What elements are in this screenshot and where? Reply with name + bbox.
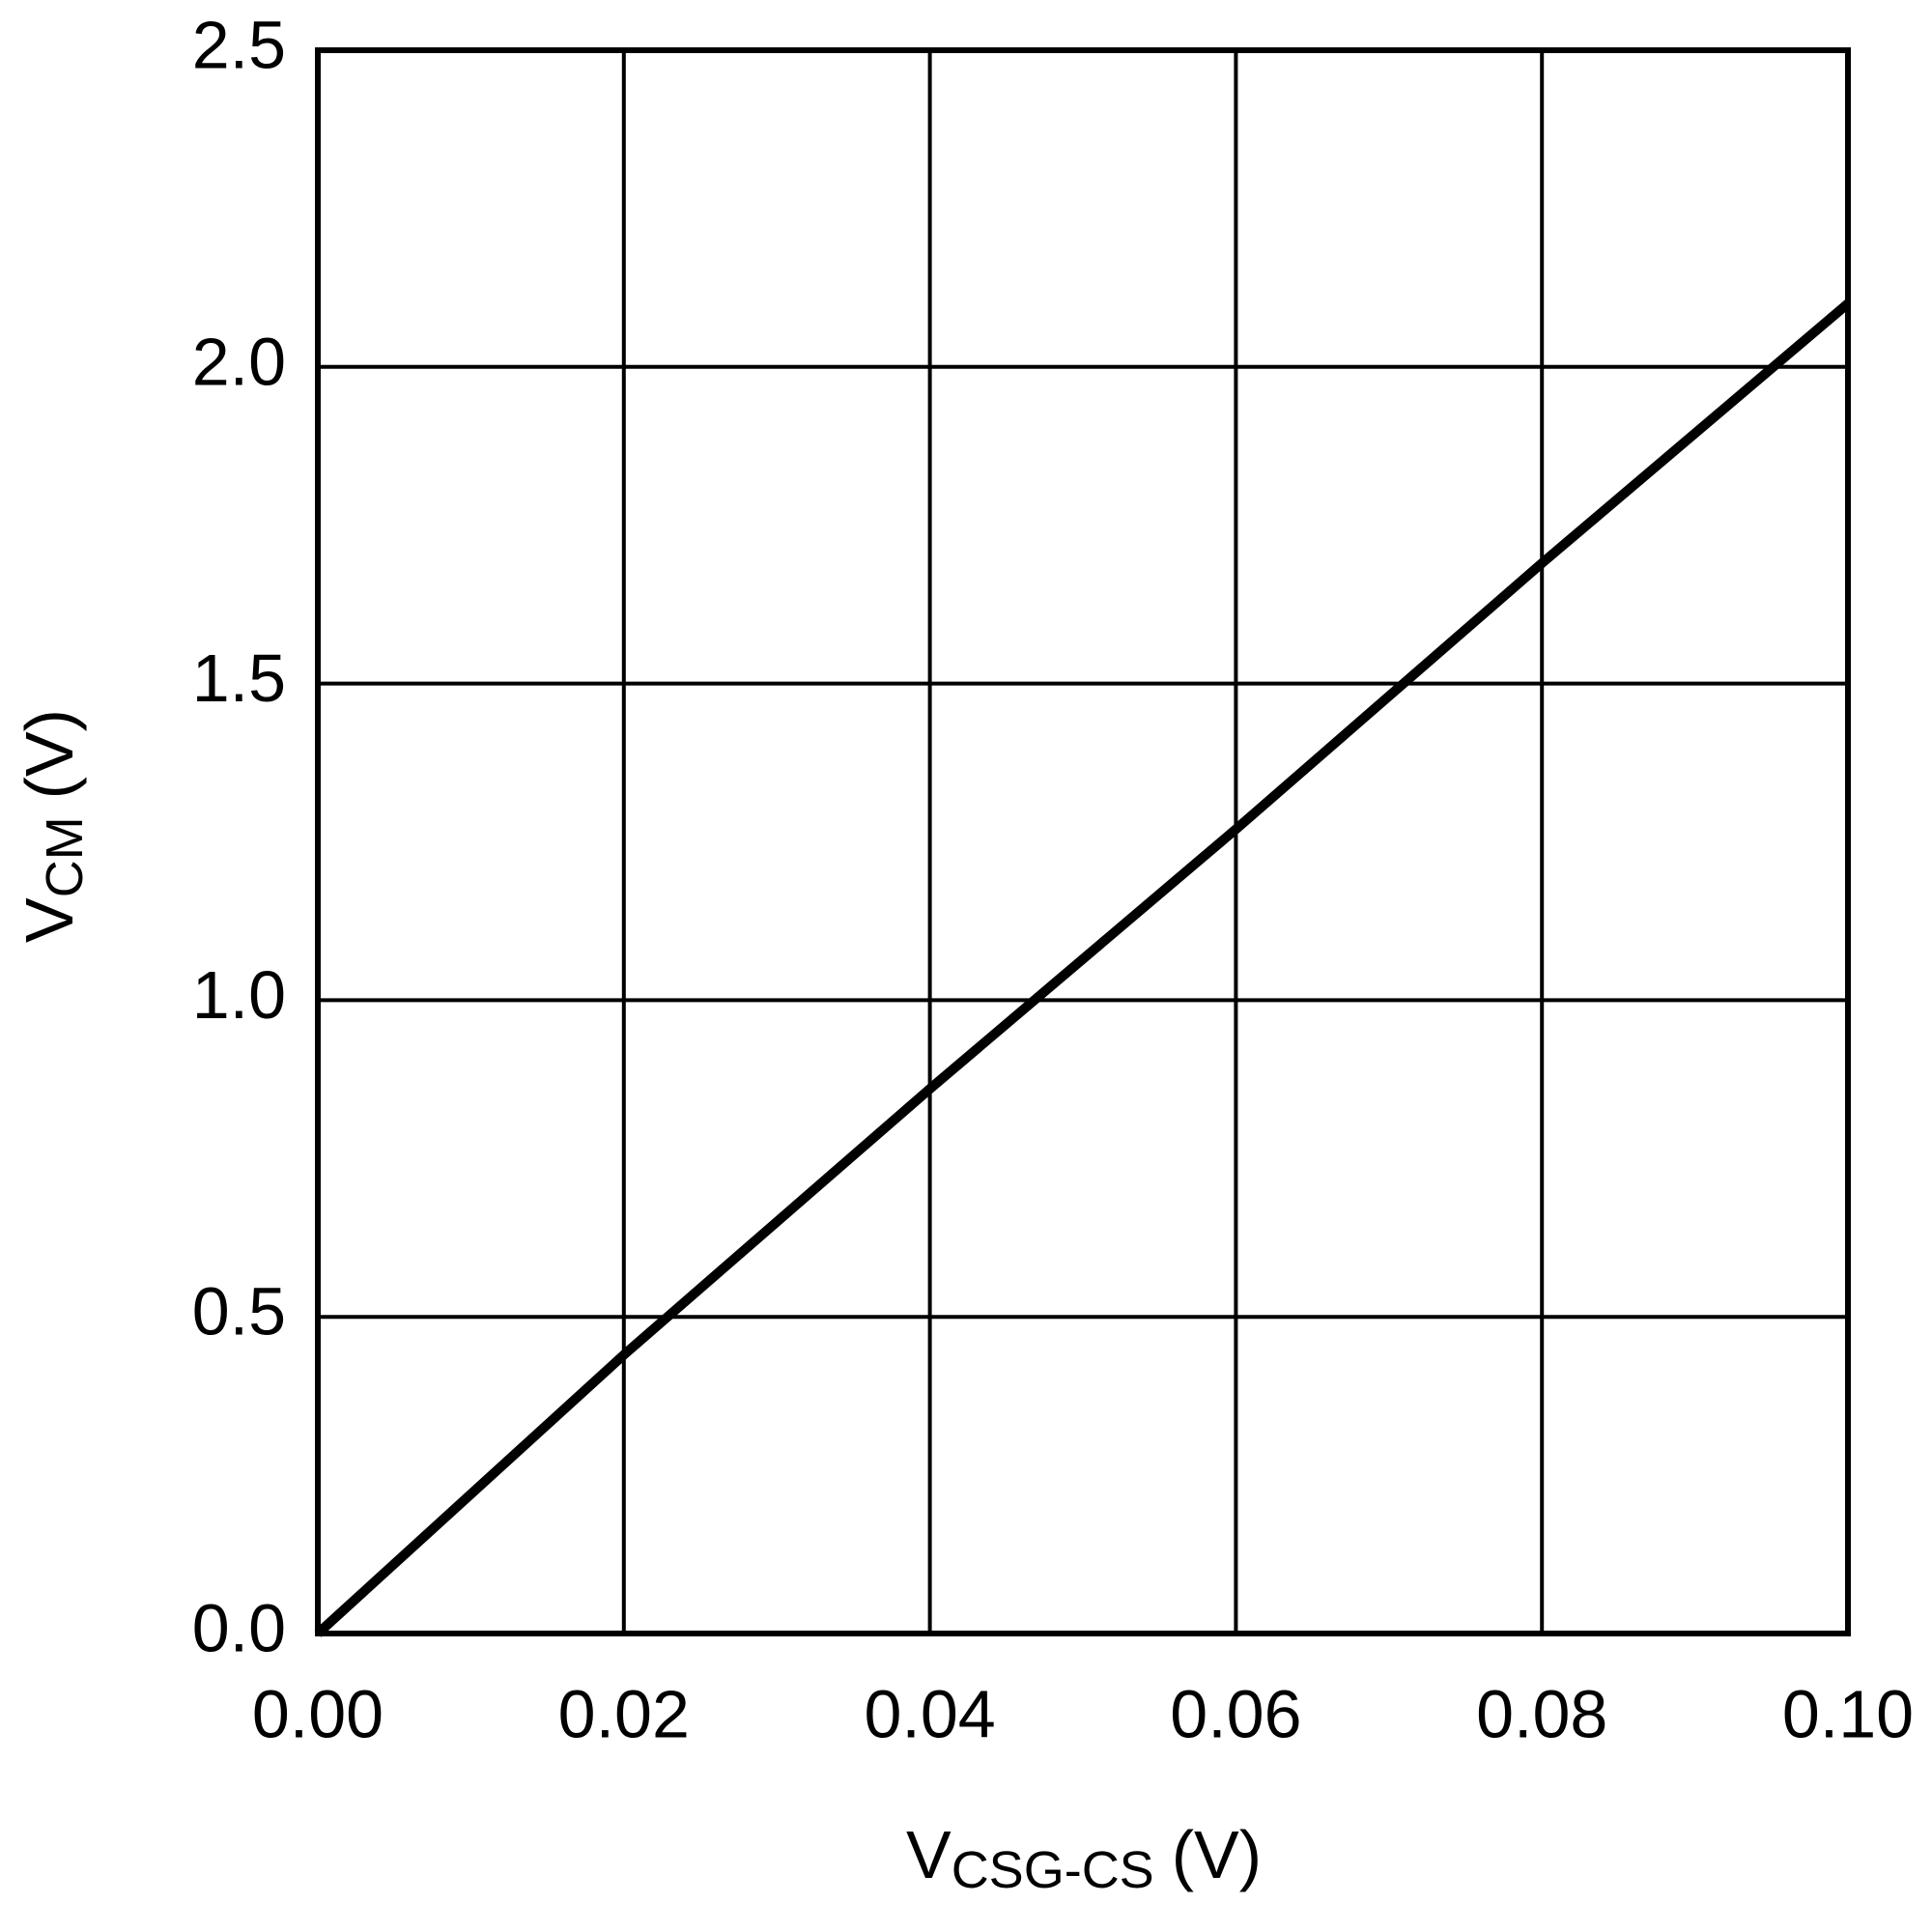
x-tick-label: 0.02	[558, 1676, 690, 1751]
y-tick-label: 1.5	[192, 640, 286, 716]
x-tick-label: 0.08	[1476, 1676, 1607, 1751]
y-label-sub: CM	[36, 816, 94, 897]
y-tick-label: 0.0	[192, 1590, 286, 1665]
y-label-unit: (V)	[12, 709, 87, 799]
data-line	[314, 299, 1852, 1637]
y-tick-label: 0.5	[192, 1274, 286, 1350]
x-label-main: V	[906, 1817, 952, 1892]
x-tick-label: 0.10	[1782, 1676, 1914, 1751]
y-tick-label: 1.0	[192, 957, 286, 1033]
x-label-sub: CSG-CS	[952, 1841, 1154, 1899]
y-axis-label: VCM (V)	[12, 709, 94, 943]
y-label-main: V	[12, 897, 87, 943]
x-tick-label: 0.04	[864, 1676, 995, 1751]
x-label-unit: (V)	[1172, 1817, 1262, 1892]
y-tick-label: 2.5	[192, 7, 286, 82]
y-tick-label: 2.0	[192, 324, 286, 399]
x-axis-label: VCSG-CS (V)	[906, 1817, 1262, 1899]
x-tick-label: 0.00	[252, 1676, 384, 1751]
plot-frame	[315, 47, 1851, 1636]
x-tick-label: 0.06	[1170, 1676, 1301, 1751]
